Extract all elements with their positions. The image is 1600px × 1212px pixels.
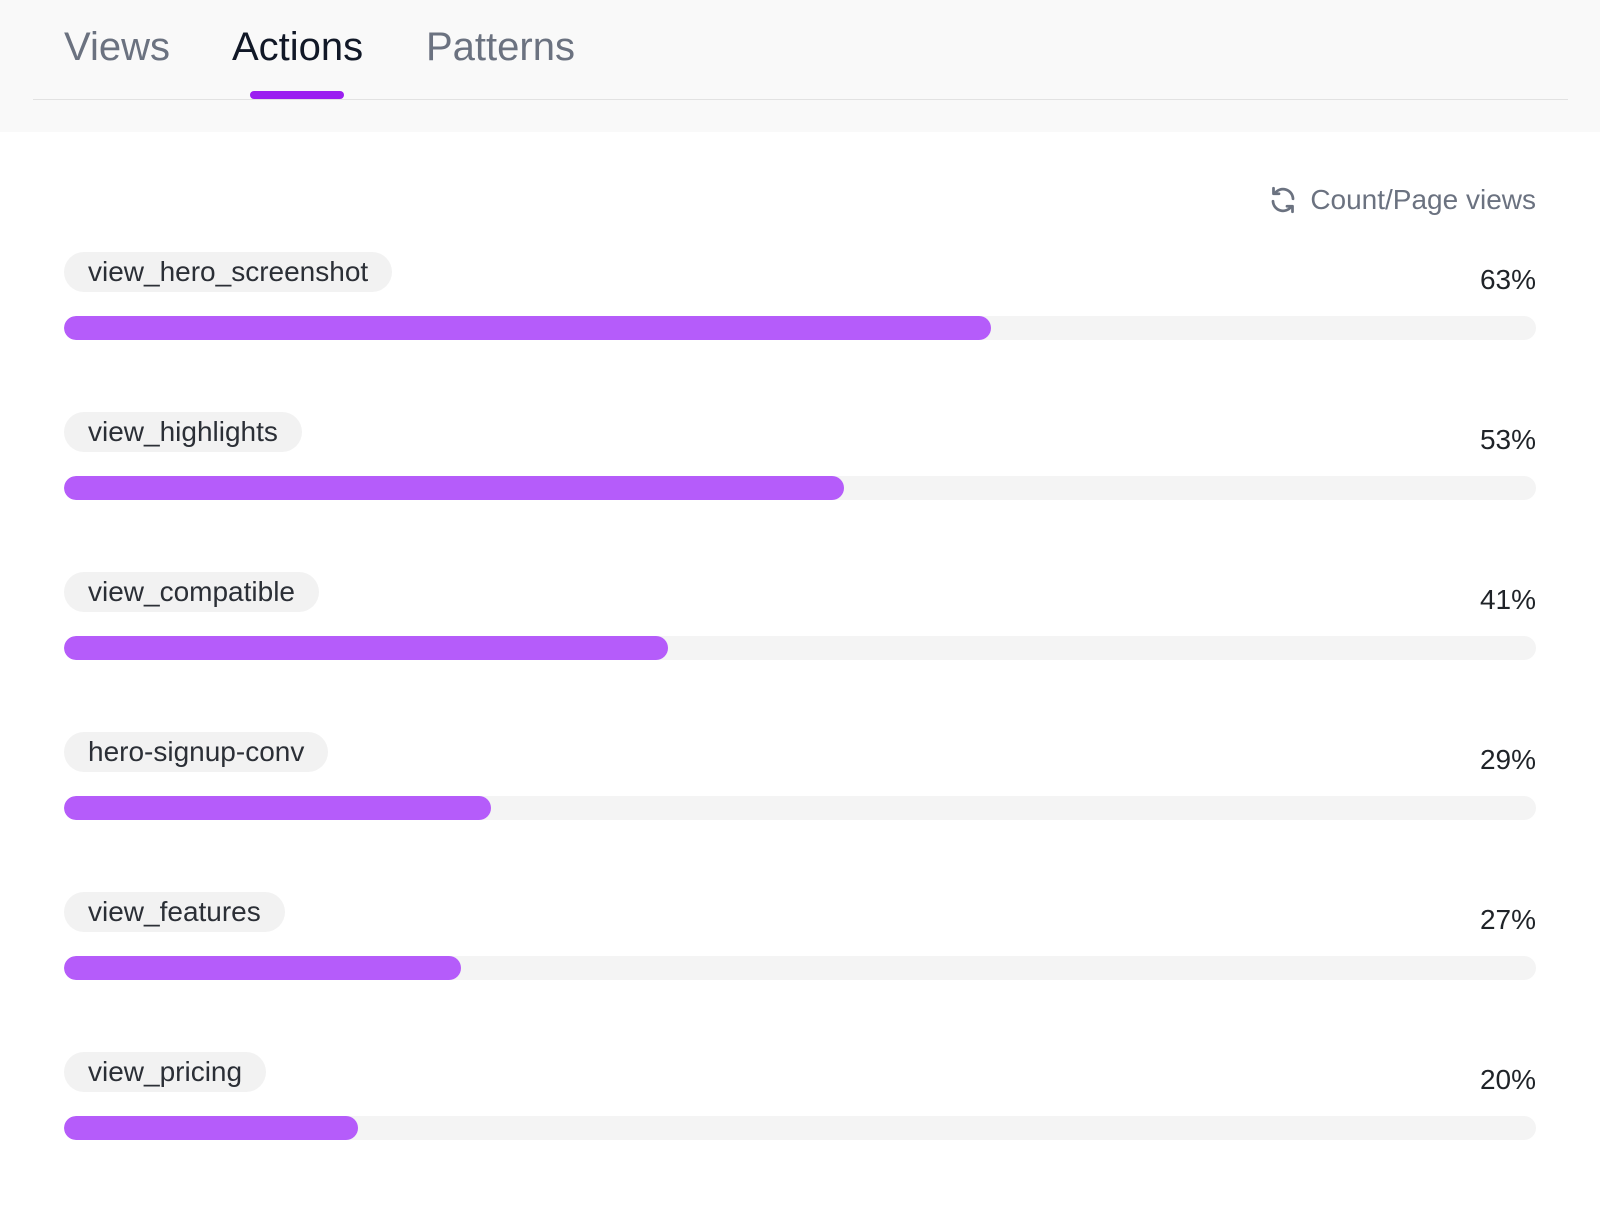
metric-toggle-label: Count/Page views: [1310, 184, 1536, 215]
progress-fill: [64, 956, 462, 980]
action-row: hero-signup-conv 29%: [64, 732, 1536, 892]
progress-track: [64, 316, 1536, 340]
action-name[interactable]: view_compatible: [64, 572, 319, 612]
tab-patterns[interactable]: Patterns: [426, 25, 575, 69]
action-row: view_highlights 53%: [64, 412, 1536, 572]
action-name[interactable]: view_pricing: [64, 1052, 267, 1092]
progress-track: [64, 636, 1536, 660]
action-row: view_compatible 41%: [64, 572, 1536, 732]
tabs-divider: [33, 99, 1568, 100]
action-name[interactable]: view_features: [64, 892, 285, 932]
action-name[interactable]: view_highlights: [64, 412, 302, 452]
actions-list: view_hero_screenshot 63% view_highlights…: [64, 252, 1536, 1212]
action-percent: 63%: [1479, 264, 1536, 295]
progress-fill: [64, 1116, 359, 1140]
tabs-header: Views Actions Patterns: [0, 0, 1600, 132]
action-row: view_hero_screenshot 63%: [64, 252, 1536, 412]
active-tab-indicator: [250, 91, 344, 99]
action-name[interactable]: hero-signup-conv: [64, 732, 329, 772]
progress-fill: [64, 316, 992, 340]
action-percent: 29%: [1479, 744, 1536, 775]
action-percent: 53%: [1479, 424, 1536, 455]
progress-fill: [64, 796, 491, 820]
refresh-icon: [1268, 185, 1298, 215]
action-row: view_pricing 20%: [64, 1052, 1536, 1212]
progress-track: [64, 1116, 1536, 1140]
progress-fill: [64, 636, 668, 660]
progress-track: [64, 796, 1536, 820]
count-page-views-toggle[interactable]: Count/Page views: [1268, 180, 1536, 220]
action-percent: 20%: [1479, 1064, 1536, 1095]
progress-track: [64, 476, 1536, 500]
progress-track: [64, 956, 1536, 980]
progress-fill: [64, 476, 845, 500]
tab-actions[interactable]: Actions: [232, 25, 364, 69]
action-percent: 41%: [1479, 584, 1536, 615]
action-name[interactable]: view_hero_screenshot: [64, 252, 393, 292]
tab-views[interactable]: Views: [64, 25, 170, 69]
action-row: view_features 27%: [64, 892, 1536, 1052]
action-percent: 27%: [1479, 904, 1536, 935]
